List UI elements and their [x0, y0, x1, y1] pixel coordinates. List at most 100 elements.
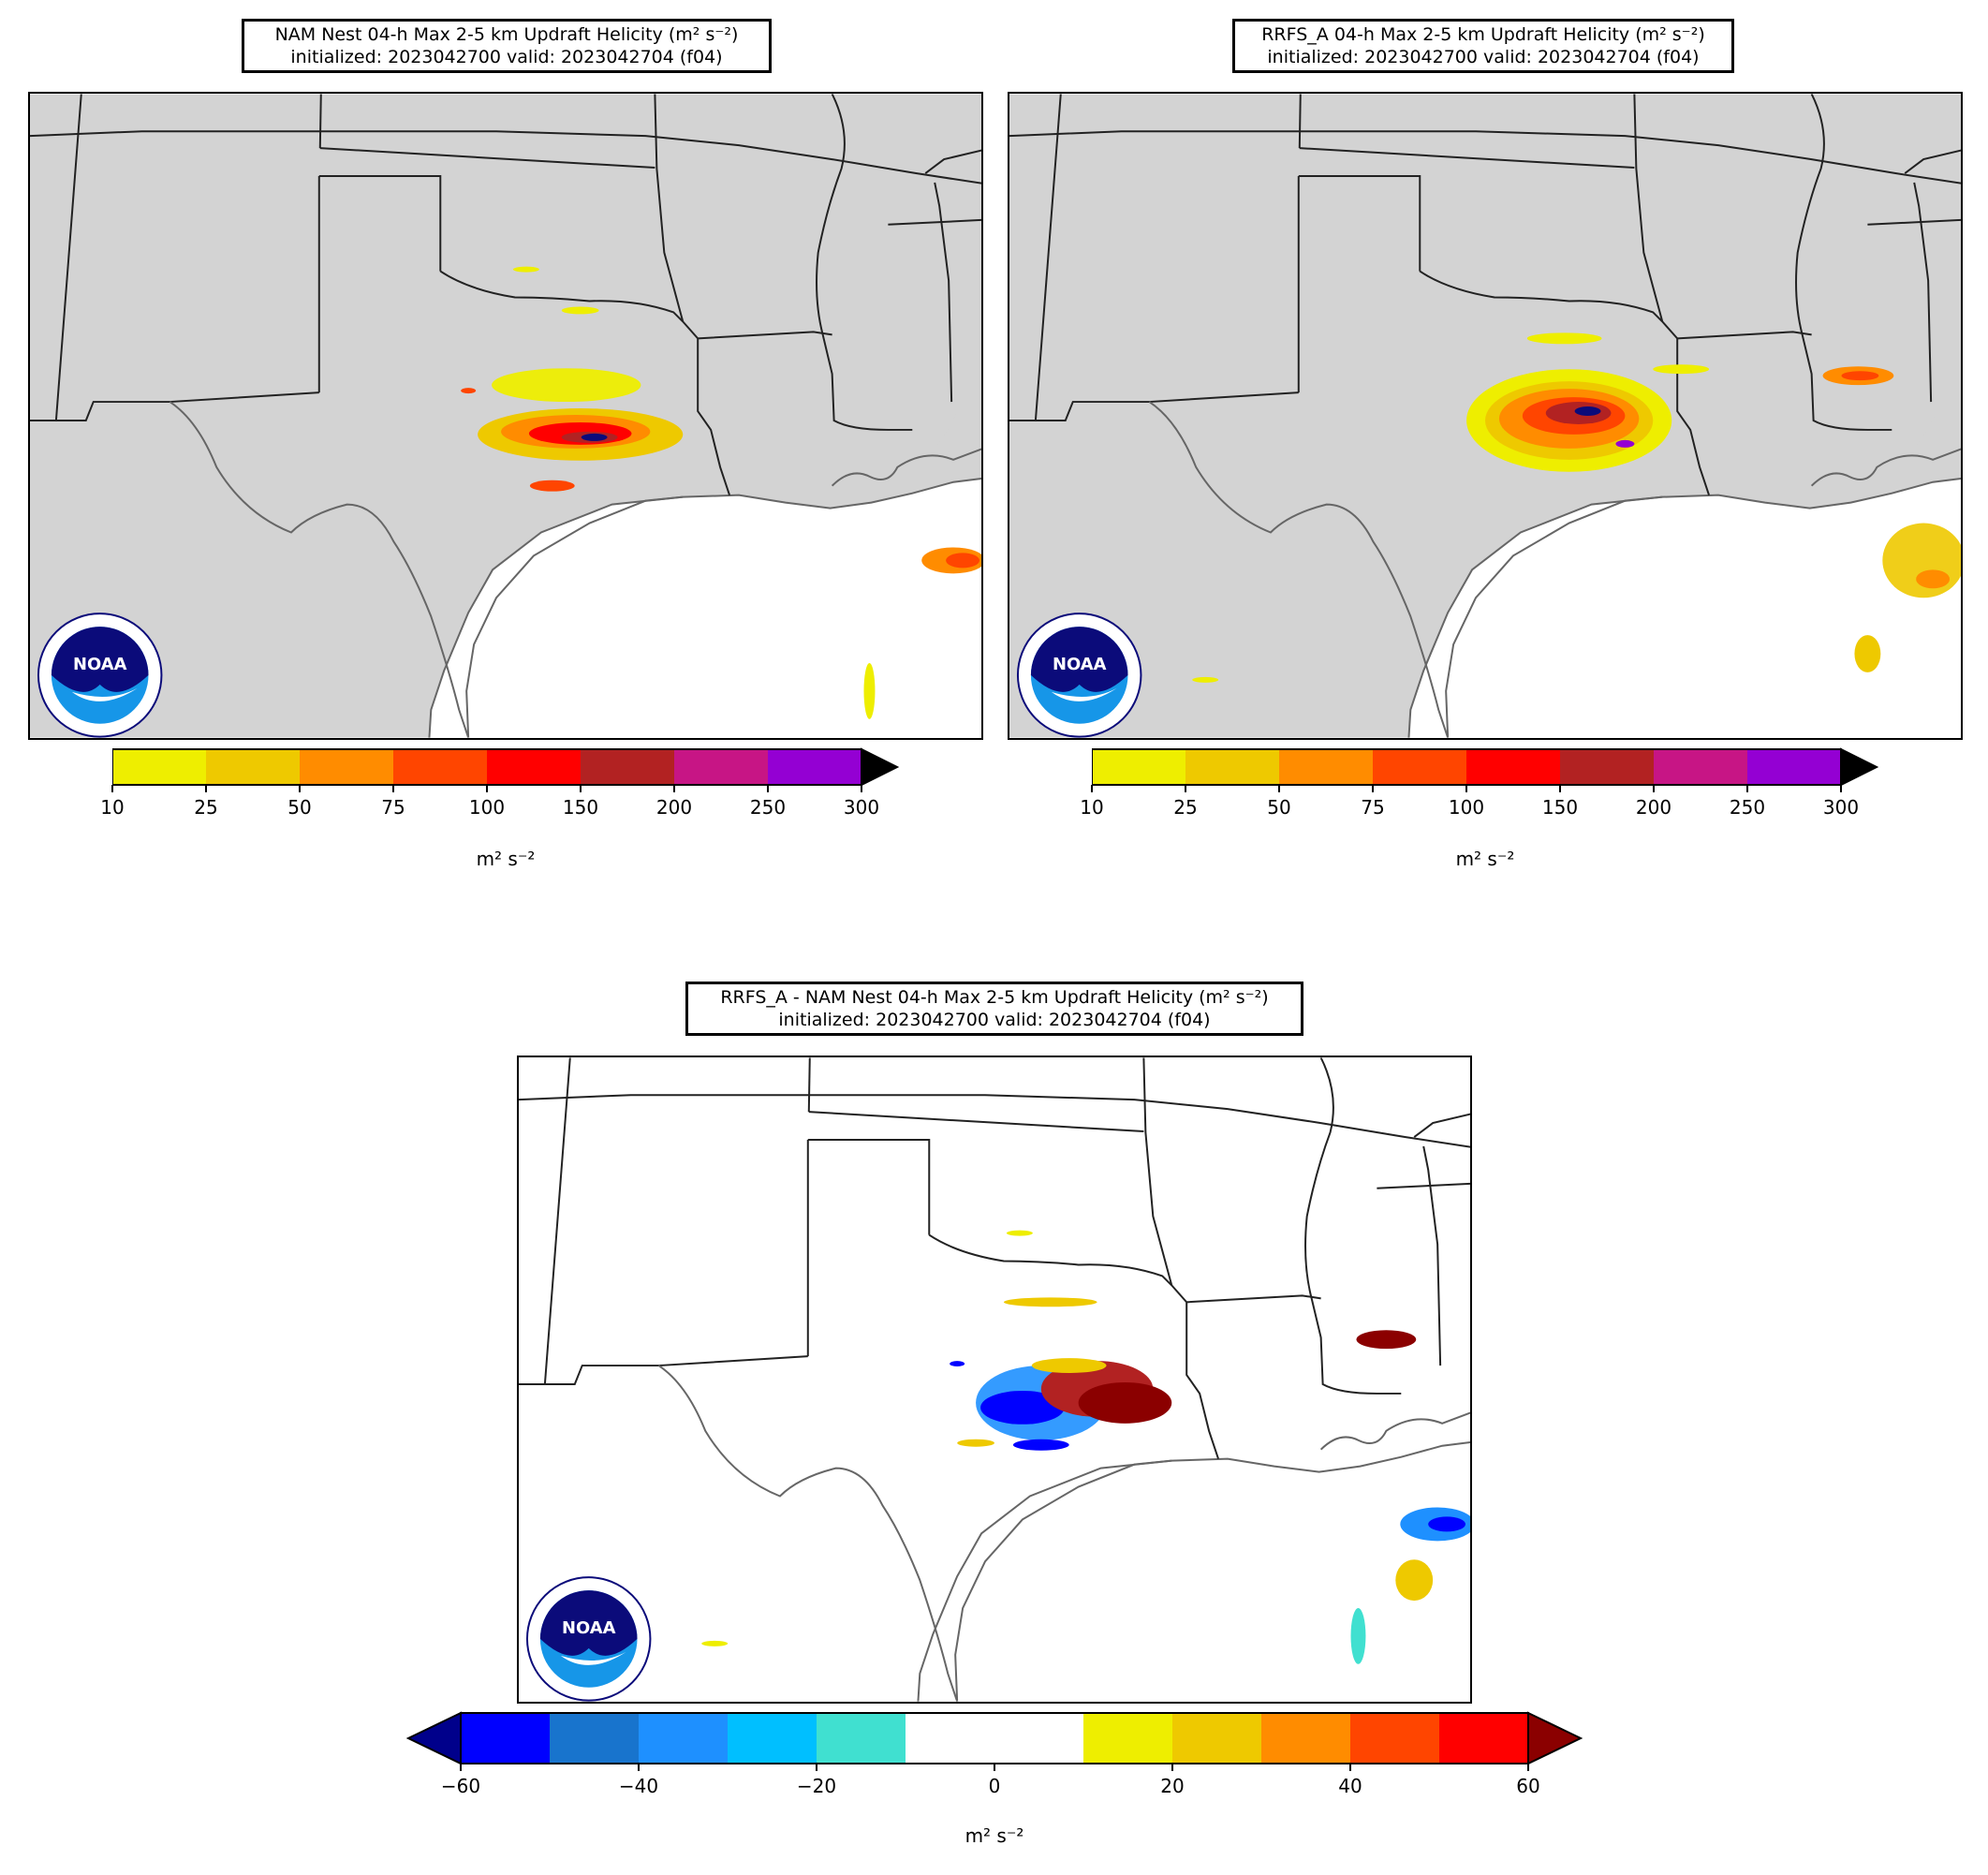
diff-map: NOAA: [517, 1056, 1472, 1704]
rrfs-title-line2: initialized: 2023042700 valid: 202304270…: [1267, 47, 1700, 67]
nam-colorbar-segment: [393, 749, 488, 785]
nam-colorbar-segment: [581, 749, 675, 785]
rrfs-colorbar-tickmark: [1840, 785, 1842, 792]
rrfs-colorbar-tickmark: [1559, 785, 1561, 792]
rrfs-colorbar-segment: [1560, 749, 1655, 785]
rrfs-colorbar-tickmark: [1185, 785, 1186, 792]
diff-colorbar-segment: [1172, 1713, 1262, 1764]
rrfs-colorbar-segment: [1279, 749, 1374, 785]
nam-colorbar-tick-label: 10: [100, 796, 125, 819]
nam-title-line1: NAM Nest 04-h Max 2-5 km Updraft Helicit…: [274, 24, 739, 45]
rrfs-colorbar-segment: [1466, 749, 1561, 785]
rrfs-colorbar-tick-label: 75: [1361, 796, 1385, 819]
nam-colorbar-unit: m² s⁻²: [476, 848, 536, 870]
rrfs-colorbar-segment: [1747, 749, 1842, 785]
diff-colorbar-segment: [994, 1713, 1084, 1764]
diff-colorbar-segment: [461, 1713, 551, 1764]
nam-colorbar-segment: [206, 749, 301, 785]
rrfs-colorbar-over-arrow: [1840, 747, 1879, 787]
nam-title: NAM Nest 04-h Max 2-5 km Updraft Helicit…: [242, 19, 772, 73]
diff-colorbar-segment: [817, 1713, 906, 1764]
diff-title-line1: RRFS_A - NAM Nest 04-h Max 2-5 km Updraf…: [720, 987, 1269, 1008]
nam-colorbar-tick-label: 75: [381, 796, 405, 819]
rrfs-colorbar-tick-label: 200: [1635, 796, 1672, 819]
nam-colorbar: [111, 747, 900, 787]
diff-colorbar-tickmark: [1171, 1764, 1173, 1771]
diff-colorbar-segment: [1439, 1713, 1529, 1764]
rrfs-colorbar-tick-label: 100: [1448, 796, 1485, 819]
diff-colorbar-segment: [728, 1713, 817, 1764]
rrfs-colorbar-svg: [1091, 747, 1879, 787]
diff-colorbar-tick-label: −20: [796, 1775, 837, 1797]
rrfs-colorbar-tickmark: [1746, 785, 1748, 792]
diff-colorbar-tickmark: [1349, 1764, 1351, 1771]
rrfs-colorbar-tick-label: 25: [1173, 796, 1198, 819]
nam-colorbar-segment: [300, 749, 394, 785]
nam-colorbar-tickmark: [673, 785, 675, 792]
diff-colorbar-tick-label: 0: [988, 1775, 1001, 1797]
diff-colorbar-svg: [405, 1711, 1583, 1765]
rrfs-colorbar-unit: m² s⁻²: [1455, 848, 1515, 870]
diff-colorbar-segment: [639, 1713, 729, 1764]
rrfs-colorbar-segment: [1373, 749, 1467, 785]
diff-colorbar-unit: m² s⁻²: [965, 1824, 1024, 1847]
rrfs-colorbar-tickmark: [1091, 785, 1093, 792]
diff-colorbar-tickmark: [1527, 1764, 1529, 1771]
nam-colorbar-over-arrow: [861, 747, 900, 787]
nam-colorbar-tickmark: [392, 785, 394, 792]
rrfs-title: RRFS_A 04-h Max 2-5 km Updraft Helicity …: [1232, 19, 1734, 73]
rrfs-colorbar-tick-label: 10: [1080, 796, 1104, 819]
nam-colorbar-tick-label: 50: [287, 796, 312, 819]
rrfs-colorbar-segment: [1185, 749, 1280, 785]
nam-colorbar-segment: [112, 749, 207, 785]
diff-colorbar-over-arrow: [1527, 1711, 1583, 1765]
diff-colorbar-under-arrow: [405, 1711, 462, 1765]
diff-colorbar-tick-label: 20: [1160, 1775, 1185, 1797]
nam-title-line2: initialized: 2023042700 valid: 202304270…: [290, 47, 723, 67]
diff-colorbar-tick-label: 60: [1516, 1775, 1540, 1797]
nam-colorbar-segment: [768, 749, 862, 785]
nam-colorbar-tick-label: 250: [749, 796, 787, 819]
rrfs-colorbar: [1091, 747, 1879, 787]
diff-colorbar-segment: [906, 1713, 995, 1764]
diff-colorbar-tickmark: [460, 1764, 462, 1771]
rrfs-colorbar-tickmark: [1653, 785, 1655, 792]
diff-map-svg: NOAA: [519, 1057, 1470, 1702]
nam-colorbar-tick-label: 25: [194, 796, 218, 819]
nam-colorbar-tick-label: 100: [468, 796, 506, 819]
diff-colorbar-tickmark: [638, 1764, 640, 1771]
rrfs-colorbar-tickmark: [1372, 785, 1374, 792]
rrfs-uh-swaths: [1192, 332, 1961, 683]
svg-text:NOAA: NOAA: [73, 655, 127, 674]
rrfs-colorbar-tick-label: 250: [1729, 796, 1766, 819]
rrfs-colorbar-tickmark: [1465, 785, 1467, 792]
diff-colorbar-tick-label: −40: [618, 1775, 659, 1797]
nam-noaa-logo: NOAA: [37, 613, 163, 738]
rrfs-noaa-logo: NOAA: [1016, 613, 1142, 738]
nam-colorbar-segment: [487, 749, 582, 785]
rrfs-map: NOAA: [1008, 92, 1963, 740]
rrfs-title-line1: RRFS_A 04-h Max 2-5 km Updraft Helicity …: [1261, 24, 1705, 45]
nam-uh-swaths: [461, 266, 981, 719]
nam-colorbar-tick-label: 150: [562, 796, 599, 819]
diff-colorbar-tick-label: −60: [440, 1775, 481, 1797]
nam-colorbar-tickmark: [299, 785, 301, 792]
nam-colorbar-tickmark: [767, 785, 769, 792]
nam-colorbar-tick-label: 300: [843, 796, 880, 819]
diff-colorbar-segment: [1261, 1713, 1351, 1764]
diff-uh-swaths: [701, 1230, 1470, 1664]
nam-colorbar-tick-label: 200: [655, 796, 693, 819]
diff-noaa-logo: NOAA: [525, 1576, 652, 1702]
nam-colorbar-tickmark: [861, 785, 862, 792]
rrfs-colorbar-segment: [1092, 749, 1186, 785]
nam-colorbar-tickmark: [111, 785, 113, 792]
nam-map: NOAA: [28, 92, 983, 740]
rrfs-colorbar-segment: [1654, 749, 1748, 785]
rrfs-colorbar-tick-label: 300: [1822, 796, 1860, 819]
nam-colorbar-tickmark: [486, 785, 488, 792]
rrfs-colorbar-tickmark: [1278, 785, 1280, 792]
diff-colorbar-segment: [1083, 1713, 1173, 1764]
nam-colorbar-segment: [674, 749, 769, 785]
diff-title-line2: initialized: 2023042700 valid: 202304270…: [778, 1010, 1211, 1030]
diff-colorbar-tick-label: 40: [1338, 1775, 1362, 1797]
